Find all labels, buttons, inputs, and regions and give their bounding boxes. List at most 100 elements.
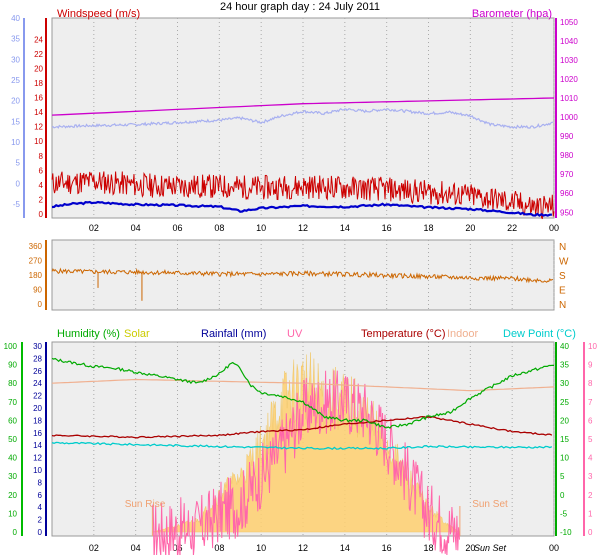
humidity-tick: 0 bbox=[13, 528, 18, 537]
temperature-ticks: -10 -5 0 5 10 15 20 25 30 35 40 bbox=[560, 342, 572, 537]
page-title: 24 hour graph day : 24 July 2011 bbox=[220, 1, 380, 13]
barometer-tick: 1050 bbox=[560, 18, 578, 27]
wind-x-tick: 14 bbox=[340, 223, 350, 233]
weather-legend: Humidity (%) Solar Rainfall (mm) UV Temp… bbox=[57, 328, 576, 340]
rainfall-tick: 12 bbox=[33, 454, 42, 463]
wind-outer-tick: 15 bbox=[11, 117, 20, 126]
wind-outer-tick: 35 bbox=[11, 35, 20, 44]
wind-inner-tick: 12 bbox=[34, 123, 43, 132]
wind-inner-tick: 20 bbox=[34, 64, 43, 73]
rainfall-tick: 6 bbox=[38, 491, 43, 500]
legend-rainfall: Rainfall (mm) bbox=[201, 328, 266, 340]
barometer-tick: 1010 bbox=[560, 94, 578, 103]
wind-x-tick: 02 bbox=[89, 223, 99, 233]
weather-x-tick: 16 bbox=[382, 543, 392, 553]
rainfall-tick: 0 bbox=[38, 528, 43, 537]
windspeed-line bbox=[51, 171, 555, 220]
temperature-tick: -10 bbox=[560, 528, 572, 537]
wind-x-tick: 04 bbox=[131, 223, 141, 233]
wind-outer-tick: 5 bbox=[16, 159, 21, 168]
weather-x-tick: 04 bbox=[131, 543, 141, 553]
temperature-tick: 25 bbox=[560, 398, 569, 407]
temperature-tick: 5 bbox=[560, 472, 565, 481]
humidity-tick: 20 bbox=[8, 491, 17, 500]
barometer-tick: 950 bbox=[560, 208, 574, 217]
sun-set-axis-label: Sun Set bbox=[474, 543, 507, 553]
temperature-tick: -5 bbox=[560, 509, 568, 518]
temperature-tick: 0 bbox=[560, 491, 565, 500]
wind-inner-tick: 18 bbox=[34, 79, 43, 88]
rainfall-tick: 10 bbox=[33, 466, 42, 475]
compass-label: E bbox=[559, 286, 566, 297]
humidity-tick: 50 bbox=[8, 435, 17, 444]
barometer-tick: 960 bbox=[560, 189, 574, 198]
rainfall-tick: 20 bbox=[33, 404, 42, 413]
wind-outer-tick: 40 bbox=[11, 14, 20, 23]
direction-tick: 90 bbox=[33, 286, 42, 295]
gust-line bbox=[51, 108, 554, 130]
wind-outer-tick: 30 bbox=[11, 55, 20, 64]
uv-tick: 0 bbox=[588, 528, 593, 537]
wind-ylabel: Windspeed (m/s) bbox=[57, 8, 140, 20]
rainfall-tick: 14 bbox=[33, 441, 42, 450]
legend-uv: UV bbox=[287, 328, 303, 340]
compass-label: S bbox=[559, 271, 566, 282]
wind-x-tick: 00 bbox=[549, 223, 559, 233]
humidity-ticks: 0 10 20 30 40 50 60 70 80 90 100 bbox=[4, 342, 18, 537]
rainfall-tick: 26 bbox=[33, 367, 42, 376]
wind-outer-tick: 25 bbox=[11, 76, 20, 85]
wind-inner-tick: 8 bbox=[39, 152, 44, 161]
rainfall-tick: 30 bbox=[33, 342, 42, 351]
uv-tick: 2 bbox=[588, 491, 593, 500]
temperature-tick: 30 bbox=[560, 379, 569, 388]
wind-grid bbox=[93, 18, 555, 218]
dew-point-line bbox=[51, 441, 553, 450]
temperature-tick: 40 bbox=[560, 342, 569, 351]
solar-area bbox=[152, 352, 461, 533]
humidity-line bbox=[51, 357, 555, 429]
rainfall-tick: 22 bbox=[33, 392, 42, 401]
barometer-tick: 1030 bbox=[560, 56, 578, 65]
direction-tick: 180 bbox=[29, 271, 43, 280]
wind-inner-tick: 10 bbox=[34, 137, 43, 146]
uv-tick: 1 bbox=[588, 509, 593, 518]
wind-direction-series bbox=[51, 267, 553, 301]
uv-tick: 8 bbox=[588, 379, 593, 388]
legend-humidity: Humidity (%) bbox=[57, 328, 120, 340]
wind-series bbox=[51, 97, 555, 220]
temperature-tick: 35 bbox=[560, 361, 569, 370]
weather-series bbox=[51, 352, 555, 555]
uv-tick: 10 bbox=[588, 342, 597, 351]
rainfall-tick: 18 bbox=[33, 416, 42, 425]
direction-tick: 360 bbox=[29, 242, 43, 251]
rainfall-tick: 4 bbox=[38, 503, 43, 512]
wind-inner-tick: 4 bbox=[39, 181, 44, 190]
barometer-line bbox=[51, 97, 555, 116]
direction-tick: 270 bbox=[29, 257, 43, 266]
sun-rise-label: Sun Rise bbox=[125, 499, 166, 510]
wind-average-line bbox=[51, 200, 552, 217]
wind-direction-ticks: 0 90 180 270 360 bbox=[29, 242, 43, 309]
wind-inner-tick: 16 bbox=[34, 94, 43, 103]
humidity-tick: 60 bbox=[8, 416, 17, 425]
wind-x-tick: 20 bbox=[465, 223, 475, 233]
legend-temperature: Temperature (°C) bbox=[361, 328, 445, 340]
temperature-tick: 10 bbox=[560, 454, 569, 463]
weather-x-tick: 14 bbox=[340, 543, 350, 553]
weather-x-tick: 08 bbox=[214, 543, 224, 553]
humidity-tick: 30 bbox=[8, 472, 17, 481]
wind-x-ticks: 02 04 06 08 10 12 14 16 18 20 22 00 bbox=[89, 223, 559, 233]
wind-x-tick: 22 bbox=[507, 223, 517, 233]
humidity-tick: 40 bbox=[8, 454, 17, 463]
wind-inner-tick: 14 bbox=[34, 108, 43, 117]
wind-outer-tick: 10 bbox=[11, 138, 20, 147]
sun-set-label: Sun Set bbox=[472, 499, 508, 510]
temperature-tick: 20 bbox=[560, 416, 569, 425]
wind-outer-tick: 0 bbox=[16, 179, 21, 188]
